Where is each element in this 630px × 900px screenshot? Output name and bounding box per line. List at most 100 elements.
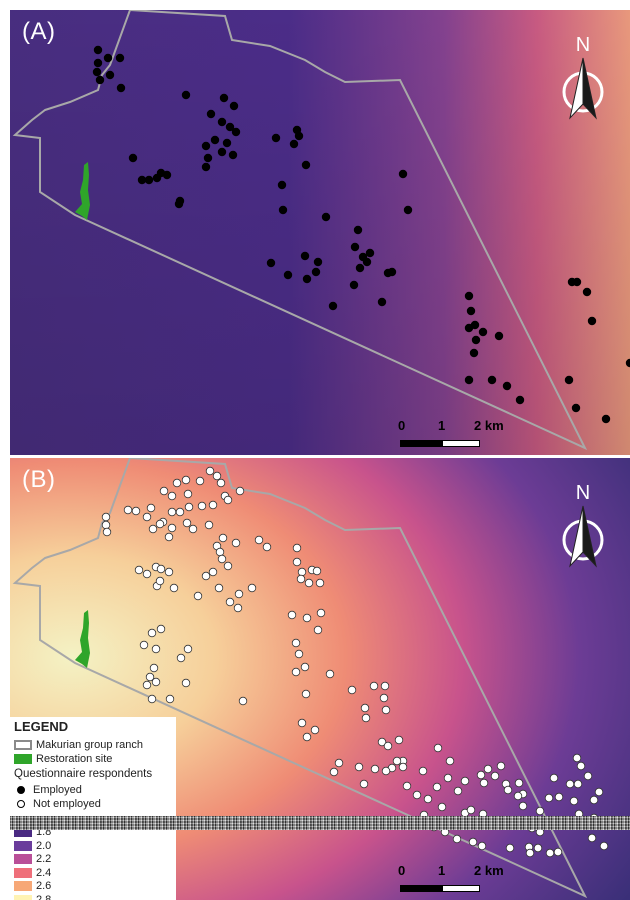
north-arrow-b: N xyxy=(556,482,610,572)
respondent-marker xyxy=(176,653,186,663)
map-a-canvas xyxy=(10,10,630,455)
respondent-marker xyxy=(502,381,512,391)
respondent-marker xyxy=(576,761,586,771)
respondent-marker xyxy=(302,613,312,623)
respondent-marker xyxy=(101,520,111,530)
respondent-marker xyxy=(292,557,302,567)
respondent-marker xyxy=(142,680,152,690)
legend-ramp-item: 2.6 xyxy=(14,879,51,893)
respondent-marker xyxy=(483,764,493,774)
respondent-marker xyxy=(437,802,447,812)
respondent-marker xyxy=(334,758,344,768)
respondent-marker xyxy=(487,375,497,385)
respondent-marker xyxy=(514,778,524,788)
respondent-marker xyxy=(217,554,227,564)
respondent-marker xyxy=(297,718,307,728)
respondent-marker xyxy=(193,591,203,601)
respondent-marker xyxy=(174,199,184,209)
respondent-marker xyxy=(464,323,474,333)
respondent-marker xyxy=(151,644,161,654)
respondent-marker xyxy=(549,773,559,783)
respondent-marker xyxy=(353,225,363,235)
respondent-marker xyxy=(238,696,248,706)
respondent-marker xyxy=(155,576,165,586)
respondent-marker xyxy=(205,466,215,476)
respondent-marker xyxy=(394,735,404,745)
respondent-marker xyxy=(217,147,227,157)
respondent-marker xyxy=(315,578,325,588)
respondent-marker xyxy=(148,524,158,534)
respondent-marker xyxy=(162,170,172,180)
respondent-marker xyxy=(402,781,412,791)
respondent-marker xyxy=(350,242,360,252)
respondent-marker xyxy=(201,141,211,151)
respondent-marker xyxy=(151,677,161,687)
respondent-marker xyxy=(184,502,194,512)
respondent-marker xyxy=(278,205,288,215)
respondent-marker xyxy=(387,267,397,277)
respondent-marker xyxy=(147,628,157,638)
respondents-a xyxy=(92,45,630,424)
respondent-marker xyxy=(139,640,149,650)
respondent-marker xyxy=(553,847,563,857)
respondent-marker xyxy=(381,705,391,715)
respondent-marker xyxy=(214,583,224,593)
respondent-marker xyxy=(208,567,218,577)
respondent-marker xyxy=(95,75,105,85)
respondent-marker xyxy=(381,766,391,776)
respondent-marker xyxy=(565,779,575,789)
respondent-marker xyxy=(302,732,312,742)
respondent-marker xyxy=(116,83,126,93)
respondent-marker xyxy=(212,471,222,481)
respondent-marker xyxy=(369,681,379,691)
respondent-marker xyxy=(398,169,408,179)
respondent-marker xyxy=(377,737,387,747)
respondent-marker xyxy=(477,841,487,851)
respondent-marker xyxy=(582,287,592,297)
respondent-marker xyxy=(292,543,302,553)
respondent-marker xyxy=(349,280,359,290)
north-arrow-icon xyxy=(562,57,604,120)
legend-respondents-title: Questionnaire respondents xyxy=(14,768,153,780)
respondent-marker xyxy=(479,778,489,788)
respondent-marker xyxy=(301,689,311,699)
respondents-b xyxy=(101,466,609,858)
respondent-marker xyxy=(296,574,306,584)
legend-title: LEGEND xyxy=(14,719,69,734)
respondent-marker xyxy=(206,109,216,119)
legend-not-employed: Not employed xyxy=(14,797,101,811)
respondent-marker xyxy=(262,542,272,552)
respondent-marker xyxy=(535,806,545,816)
respondent-marker xyxy=(571,403,581,413)
respondent-marker xyxy=(300,662,310,672)
respondent-marker xyxy=(92,67,102,77)
respondent-marker xyxy=(398,762,408,772)
respondent-marker xyxy=(525,848,535,858)
respondent-marker xyxy=(312,566,322,576)
respondent-marker xyxy=(478,327,488,337)
respondent-marker xyxy=(123,505,133,515)
north-letter-a: N xyxy=(575,34,591,56)
restoration-site-b xyxy=(75,610,90,668)
respondent-marker xyxy=(464,291,474,301)
ramp-label: 2.2 xyxy=(36,853,52,865)
respondent-marker xyxy=(360,703,370,713)
respondent-marker xyxy=(302,274,312,284)
respondent-marker xyxy=(518,801,528,811)
respondent-marker xyxy=(172,478,182,488)
respondent-marker xyxy=(354,762,364,772)
respondent-marker xyxy=(165,694,175,704)
respondent-marker xyxy=(277,180,287,190)
north-letter-b: N xyxy=(575,482,591,504)
respondent-marker xyxy=(321,212,331,222)
respondent-marker xyxy=(453,786,463,796)
not-employed-dot-icon xyxy=(17,800,25,808)
respondent-marker xyxy=(294,131,304,141)
respondent-marker xyxy=(513,791,523,801)
respondent-marker xyxy=(325,669,335,679)
respondent-marker xyxy=(601,414,611,424)
respondent-marker xyxy=(329,767,339,777)
respondent-marker xyxy=(291,638,301,648)
respondent-marker xyxy=(300,251,310,261)
respondent-marker xyxy=(145,672,155,682)
